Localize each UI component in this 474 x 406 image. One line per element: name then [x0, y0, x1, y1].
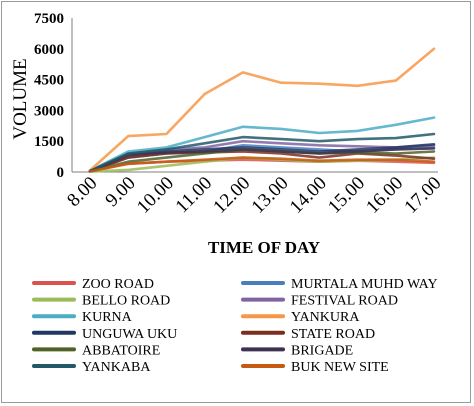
y-tick-label: 1500 — [34, 134, 64, 150]
legend-label: BUK NEW SITE — [291, 360, 389, 375]
legend-label: ABBATOIRE — [82, 343, 160, 358]
legend-label: STATE ROAD — [291, 327, 375, 342]
series-line — [88, 132, 436, 173]
series-line — [88, 147, 436, 173]
x-tick-label: 12.00 — [209, 173, 254, 218]
legend-label: BELLO ROAD — [82, 294, 170, 309]
x-tick-label: 11.00 — [172, 173, 217, 218]
x-tick-label: 10.00 — [133, 173, 178, 218]
series-line — [88, 116, 436, 173]
y-axis-ticks: 0 1500 3000 4500 6000 7500 — [34, 11, 64, 181]
legend: ZOO ROAD MURTALA MUHD WAY BELLO ROAD FESTIV… — [32, 277, 438, 375]
series-line — [88, 47, 436, 172]
y-tick-label: 7500 — [34, 11, 64, 27]
series-line — [88, 150, 436, 173]
legend-label: FESTIVAL ROAD — [291, 294, 398, 309]
x-tick-label: 17.00 — [400, 173, 445, 218]
series-line — [88, 156, 436, 173]
y-axis-title: VOLUME — [10, 58, 31, 139]
plot-area — [71, 18, 438, 173]
y-tick-label: 4500 — [34, 73, 64, 89]
legend-label: YANKURA — [291, 310, 360, 325]
x-axis-title: TIME OF DAY — [208, 238, 320, 257]
y-tick-label: 3000 — [34, 103, 64, 119]
legend-label: UNGUWA UKU — [82, 327, 177, 342]
x-tick-label: 13.00 — [248, 173, 293, 218]
y-tick-label: 0 — [57, 165, 65, 181]
legend-label: BRIGADE — [291, 343, 353, 358]
legend-label: ZOO ROAD — [82, 277, 154, 292]
x-axis-ticks: 8.00 9.0010.0011.0012.0013.0014.0015.0016… — [63, 173, 445, 218]
x-tick-label: 14.00 — [286, 173, 331, 218]
legend-label: YANKABA — [82, 360, 151, 375]
y-tick-label: 6000 — [34, 42, 64, 58]
x-tick-label: 15.00 — [324, 173, 369, 218]
x-tick-label: 8.00 — [63, 173, 101, 211]
x-tick-label: 16.00 — [362, 173, 407, 218]
legend-label: KURNA — [82, 310, 133, 325]
legend-label: MURTALA MUHD WAY — [291, 277, 438, 292]
